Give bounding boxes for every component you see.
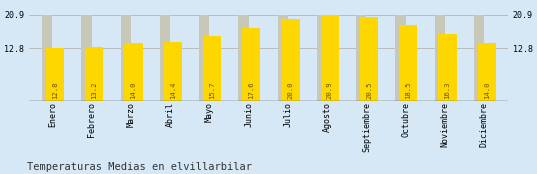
Text: 13.2: 13.2 [91, 82, 97, 99]
Bar [438, 34, 456, 101]
Bar [42, 15, 53, 101]
Bar [278, 15, 288, 101]
Text: 14.4: 14.4 [170, 82, 176, 99]
Bar [121, 15, 131, 101]
Text: 14.0: 14.0 [130, 82, 136, 99]
Bar [164, 42, 182, 101]
Text: Temperaturas Medias en elvillarbilar: Temperaturas Medias en elvillarbilar [27, 162, 252, 172]
Bar [281, 19, 300, 101]
Text: 20.9: 20.9 [326, 82, 333, 99]
Text: 20.0: 20.0 [287, 82, 294, 99]
Bar [199, 15, 209, 101]
Bar [238, 15, 249, 101]
Bar [85, 47, 103, 101]
Text: 18.5: 18.5 [405, 82, 411, 99]
Bar [203, 36, 221, 101]
Text: 12.8: 12.8 [52, 82, 58, 99]
Bar [477, 43, 496, 101]
Bar [242, 29, 260, 101]
Bar [160, 15, 170, 101]
Bar [82, 15, 92, 101]
Bar [435, 15, 445, 101]
Text: 17.6: 17.6 [248, 82, 254, 99]
Text: 20.5: 20.5 [366, 82, 372, 99]
Text: 16.3: 16.3 [445, 82, 451, 99]
Bar [399, 25, 417, 101]
Bar [46, 48, 64, 101]
Bar [360, 17, 378, 101]
Bar [474, 15, 484, 101]
Text: 15.7: 15.7 [209, 82, 215, 99]
Bar [125, 43, 143, 101]
Bar [317, 15, 327, 101]
Text: 14.0: 14.0 [484, 82, 490, 99]
Bar [356, 15, 366, 101]
Bar [321, 15, 339, 101]
Bar [395, 15, 406, 101]
